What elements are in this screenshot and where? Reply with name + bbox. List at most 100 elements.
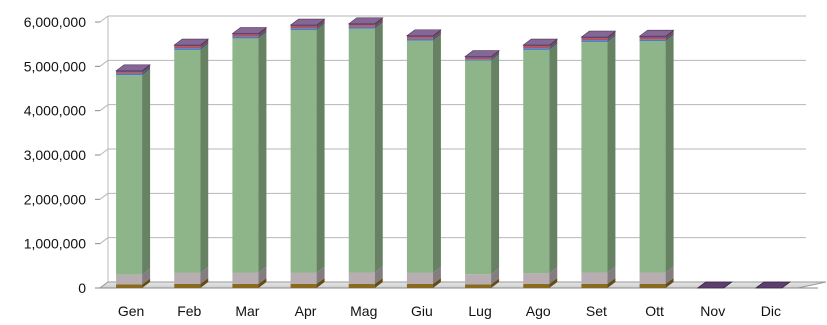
- bar-segment-side: [607, 35, 616, 273]
- bar-segment-front: [523, 48, 550, 50]
- bar-segment-side: [200, 42, 209, 50]
- bar-segment-side: [374, 19, 383, 27]
- bar-segment-front: [348, 28, 375, 273]
- bar-segment-side: [665, 266, 674, 285]
- bar-segment-side: [432, 31, 441, 39]
- bar-segment-side: [432, 266, 441, 285]
- bar-top-face: [347, 17, 384, 25]
- bar-segment-side: [665, 31, 674, 40]
- bar-segment-side: [142, 66, 151, 74]
- x-tick-label: Nov: [700, 303, 725, 319]
- bar-segment-front: [639, 272, 666, 285]
- bar-segment-front: [465, 56, 492, 58]
- bar-segment-front: [174, 46, 201, 49]
- bar-nov: [696, 281, 733, 289]
- x-tick-label: Lug: [468, 303, 491, 319]
- x-tick-label: Dic: [761, 303, 781, 319]
- bar-segment-front: [232, 33, 259, 35]
- bar-segment-side: [258, 266, 267, 285]
- bar-segment-front: [465, 59, 492, 61]
- bar-segment-front: [116, 70, 143, 73]
- y-tick-label: 5,000,000: [24, 58, 86, 74]
- y-tick-label: 6,000,000: [24, 14, 86, 30]
- y-tick-label: 1,000,000: [24, 236, 86, 252]
- bar-gen: [115, 64, 151, 288]
- x-tick-label: Mar: [235, 303, 259, 319]
- bar-segment-front: [406, 38, 433, 41]
- bar-segment-side: [374, 22, 383, 273]
- bar-segment-front: [116, 284, 143, 288]
- bar-segment-side: [374, 278, 383, 288]
- bar-segment-front: [465, 60, 492, 275]
- bar-set: [580, 30, 617, 288]
- x-tick-label: Giu: [411, 303, 433, 319]
- bar-dic: [754, 281, 792, 289]
- y-tick-label: 4,000,000: [24, 103, 86, 119]
- bar-segment-front: [174, 48, 201, 50]
- bar-segment-side: [142, 67, 151, 76]
- bar-segment-front: [523, 284, 550, 288]
- bar-segment-front: [406, 272, 433, 285]
- bar-top-face: [173, 38, 210, 46]
- gridline-depth: [99, 148, 109, 156]
- bar-segment-side: [432, 278, 441, 288]
- bar-segment-side: [549, 40, 558, 49]
- bar-segment-side: [258, 30, 267, 39]
- y-tick-label: 2,000,000: [24, 191, 86, 207]
- bar-segment-front: [290, 29, 317, 273]
- bar-top-face: [580, 30, 617, 38]
- bar-segment-front: [232, 34, 259, 37]
- bar-ago: [522, 38, 559, 288]
- bar-segment-side: [607, 266, 616, 285]
- bar-segment-front: [581, 38, 608, 41]
- bar-segment-side: [142, 268, 151, 285]
- bar-segment-side: [665, 33, 674, 42]
- gridline-depth: [99, 237, 109, 245]
- x-tick-label: Ott: [645, 303, 664, 319]
- bar-segment-side: [374, 20, 383, 29]
- bar-segment-front: [581, 37, 608, 39]
- bar-segment-front: [290, 26, 317, 29]
- x-tick-label: Apr: [295, 303, 317, 319]
- gridline-depth: [99, 59, 109, 67]
- bar-segment-front: [290, 284, 317, 288]
- bars: [115, 17, 792, 289]
- bar-segment-side: [491, 53, 500, 61]
- x-tick-label: Feb: [177, 303, 201, 319]
- bar-segment-side: [665, 278, 674, 288]
- bar-segment-side: [432, 32, 441, 41]
- bar-mag: [347, 17, 384, 288]
- bar-lug: [464, 50, 500, 288]
- bar-segment-side: [491, 54, 500, 275]
- bar-segment-side: [549, 278, 558, 288]
- bar-segment-front: [406, 37, 433, 39]
- bar-segment-side: [607, 278, 616, 288]
- bar-segment-side: [200, 266, 209, 285]
- bar-segment-front: [581, 284, 608, 288]
- bar-segment-front: [639, 284, 666, 288]
- bar-segment-front: [232, 38, 259, 273]
- bar-segment-side: [491, 278, 500, 288]
- bar-segment-side: [200, 43, 209, 273]
- x-tick-label: Set: [586, 303, 607, 319]
- y-axis: 0 1,000,000 2,000,000 3,000,000 4,000,000 5,0…: [24, 14, 100, 296]
- bar-segment-front: [116, 75, 143, 275]
- gridline-depth: [99, 15, 109, 23]
- bar-segment-side: [316, 278, 325, 288]
- bar-segment-side: [258, 278, 267, 288]
- y-tick-label: 0: [78, 280, 86, 296]
- bar-segment-side: [200, 40, 209, 49]
- bar-segment-front: [348, 23, 375, 26]
- bar-segment-side: [607, 34, 616, 42]
- bar-segment-front: [639, 36, 666, 38]
- bar-segment-side: [491, 51, 500, 60]
- bar-giu: [406, 29, 442, 288]
- bar-segment-front: [290, 272, 317, 285]
- bar-segment-side: [665, 35, 674, 273]
- bar-empty-top: [696, 281, 733, 289]
- bar-segment-front: [406, 40, 433, 273]
- bar-mar: [231, 27, 268, 288]
- bar-segment-front: [348, 25, 375, 27]
- bar-segment-side: [374, 266, 383, 285]
